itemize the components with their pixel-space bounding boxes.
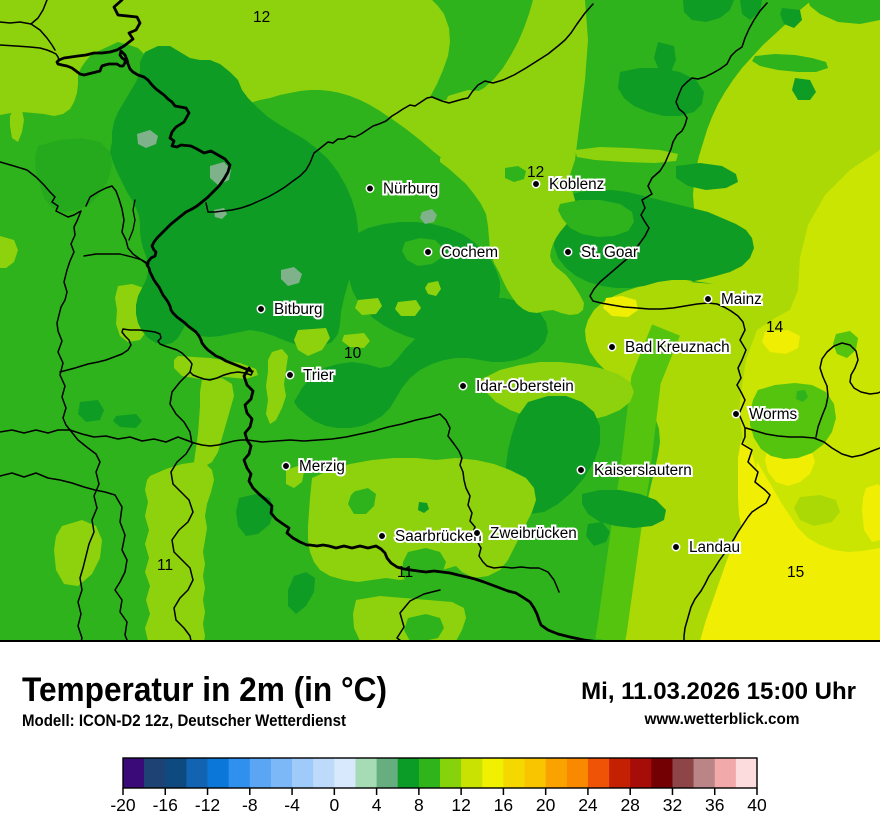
svg-text:12: 12 — [253, 9, 270, 26]
svg-text:Mainz: Mainz — [721, 291, 762, 308]
svg-text:Koblenz: Koblenz — [549, 176, 604, 193]
svg-text:Trier: Trier — [303, 367, 334, 384]
svg-text:-8: -8 — [242, 795, 258, 815]
svg-text:16: 16 — [494, 795, 513, 815]
svg-text:Bitburg: Bitburg — [274, 301, 322, 318]
svg-text:Mi, 11.03.2026 15:00 Uhr: Mi, 11.03.2026 15:00 Uhr — [581, 678, 856, 705]
svg-text:Idar-Oberstein: Idar-Oberstein — [476, 378, 574, 395]
svg-text:0: 0 — [329, 795, 339, 815]
svg-text:36: 36 — [705, 795, 724, 815]
svg-text:11: 11 — [397, 564, 413, 581]
svg-text:Cochem: Cochem — [441, 244, 498, 261]
svg-text:Landau: Landau — [689, 539, 740, 556]
svg-text:Modell: ICON-D2 12z, Deutscher: Modell: ICON-D2 12z, Deutscher Wetterdie… — [22, 711, 346, 730]
svg-text:11: 11 — [157, 557, 173, 574]
svg-text:8: 8 — [414, 795, 424, 815]
svg-text:-4: -4 — [284, 795, 300, 815]
svg-text:12: 12 — [451, 795, 470, 815]
svg-text:28: 28 — [620, 795, 639, 815]
svg-text:24: 24 — [578, 795, 598, 815]
svg-text:4: 4 — [372, 795, 382, 815]
svg-text:20: 20 — [536, 795, 556, 815]
svg-text:12: 12 — [527, 164, 544, 181]
svg-text:-16: -16 — [153, 795, 178, 815]
svg-text:10: 10 — [344, 345, 362, 362]
svg-text:Zweibrücken: Zweibrücken — [490, 525, 577, 542]
svg-text:Bad Kreuznach: Bad Kreuznach — [625, 339, 730, 356]
svg-text:www.wetterblick.com: www.wetterblick.com — [644, 711, 800, 728]
svg-text:-12: -12 — [195, 795, 220, 815]
svg-text:32: 32 — [663, 795, 682, 815]
svg-text:Saarbrücken: Saarbrücken — [395, 528, 482, 545]
svg-text:Merzig: Merzig — [299, 458, 345, 475]
svg-text:Nürburg: Nürburg — [383, 181, 438, 198]
svg-text:Worms: Worms — [749, 406, 798, 423]
svg-text:Kaiserslautern: Kaiserslautern — [594, 462, 692, 479]
svg-text:15: 15 — [787, 564, 804, 581]
svg-text:Temperatur in 2m (in °C): Temperatur in 2m (in °C) — [22, 671, 387, 709]
svg-text:14: 14 — [766, 319, 784, 336]
svg-text:40: 40 — [747, 795, 767, 815]
svg-text:-20: -20 — [110, 795, 136, 815]
svg-text:St. Goar: St. Goar — [581, 244, 638, 261]
